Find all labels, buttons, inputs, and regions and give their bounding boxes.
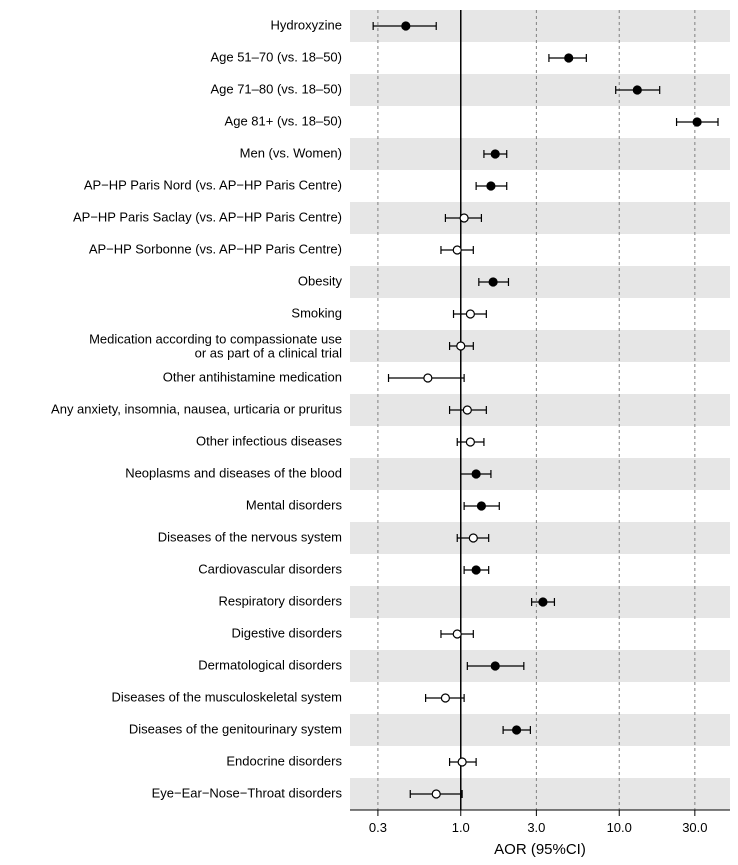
- row-label: Smoking: [291, 305, 342, 320]
- row-label: Eye−Ear−Nose−Throat disorders: [152, 785, 343, 800]
- plot-band: [350, 778, 730, 810]
- point-marker: [453, 630, 461, 638]
- row-label: AP−HP Sorbonne (vs. AP−HP Paris Centre): [89, 241, 342, 256]
- row-label: Age 81+ (vs. 18–50): [225, 113, 342, 128]
- plot-band: [350, 170, 730, 202]
- point-marker: [539, 598, 547, 606]
- row-label: Dermatological disorders: [198, 657, 342, 672]
- plot-band: [350, 74, 730, 106]
- row-label: Diseases of the musculoskeletal system: [112, 689, 342, 704]
- plot-band: [350, 42, 730, 74]
- row-label: Diseases of the genitourinary system: [129, 721, 342, 736]
- point-marker: [477, 502, 485, 510]
- point-marker: [472, 470, 480, 478]
- row-label: Age 51–70 (vs. 18–50): [210, 49, 342, 64]
- point-marker: [693, 118, 701, 126]
- plot-band: [350, 458, 730, 490]
- point-marker: [460, 214, 468, 222]
- point-marker: [466, 310, 474, 318]
- x-tick-label: 30.0: [682, 820, 707, 835]
- point-marker: [469, 534, 477, 542]
- row-label: Neoplasms and diseases of the blood: [125, 465, 342, 480]
- row-label: AP−HP Paris Saclay (vs. AP−HP Paris Cent…: [73, 209, 342, 224]
- point-marker: [513, 726, 521, 734]
- row-label: Other antihistamine medication: [163, 369, 342, 384]
- row-label: Men (vs. Women): [240, 145, 342, 160]
- x-tick-label: 10.0: [607, 820, 632, 835]
- row-label: Cardiovascular disorders: [198, 561, 342, 576]
- point-marker: [458, 758, 466, 766]
- row-label: AP−HP Paris Nord (vs. AP−HP Paris Centre…: [84, 177, 342, 192]
- point-marker: [491, 150, 499, 158]
- plot-band: [350, 522, 730, 554]
- row-label: Other infectious diseases: [196, 433, 342, 448]
- forest-plot: Hydroxyzine Age 51–70 (vs. 18–50) Age 71–8…: [0, 0, 738, 865]
- plot-band: [350, 618, 730, 650]
- plot-band: [350, 426, 730, 458]
- point-marker: [487, 182, 495, 190]
- plot-band: [350, 650, 730, 682]
- row-label: Digestive disorders: [231, 625, 342, 640]
- plot-band: [350, 714, 730, 746]
- row-label: Endocrine disorders: [226, 753, 342, 768]
- x-tick-label: 0.3: [369, 820, 387, 835]
- x-tick-label: 1.0: [452, 820, 470, 835]
- row-label: Hydroxyzine: [270, 17, 342, 32]
- plot-band: [350, 394, 730, 426]
- point-marker: [633, 86, 641, 94]
- row-label: Medication according to compassionate us…: [89, 332, 342, 361]
- plot-band: [350, 490, 730, 522]
- point-marker: [453, 246, 461, 254]
- point-marker: [432, 790, 440, 798]
- row-label: Respiratory disorders: [218, 593, 342, 608]
- point-marker: [424, 374, 432, 382]
- plot-band: [350, 298, 730, 330]
- x-tick-label: 3.0: [527, 820, 545, 835]
- plot-band: [350, 202, 730, 234]
- point-marker: [457, 342, 465, 350]
- point-marker: [466, 438, 474, 446]
- point-marker: [402, 22, 410, 30]
- x-axis-title: AOR (95%CI): [494, 841, 586, 858]
- plot-band: [350, 746, 730, 778]
- point-marker: [491, 662, 499, 670]
- row-label: Any anxiety, insomnia, nausea, urticaria…: [51, 401, 342, 416]
- plot-band: [350, 234, 730, 266]
- plot-band: [350, 138, 730, 170]
- row-label: Age 71–80 (vs. 18–50): [210, 81, 342, 96]
- point-marker: [489, 278, 497, 286]
- plot-band: [350, 266, 730, 298]
- plot-band: [350, 554, 730, 586]
- row-label: Diseases of the nervous system: [158, 529, 342, 544]
- plot-band: [350, 682, 730, 714]
- row-label: Mental disorders: [246, 497, 343, 512]
- point-marker: [565, 54, 573, 62]
- point-marker: [472, 566, 480, 574]
- point-marker: [441, 694, 449, 702]
- point-marker: [463, 406, 471, 414]
- plot-band: [350, 330, 730, 362]
- row-label: Obesity: [298, 273, 343, 288]
- plot-band: [350, 106, 730, 138]
